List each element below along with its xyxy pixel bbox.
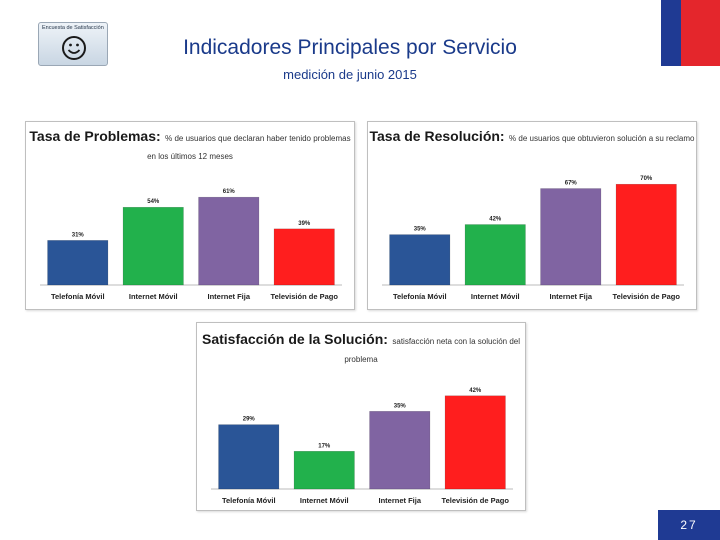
bar-4 [273,228,335,286]
page-subtitle: medición de junio 2015 [283,67,417,82]
smiley-icon [62,36,86,60]
chart-title: Tasa de Resolución: [369,128,505,144]
bar-1 [47,240,109,286]
category-label-3: Internet Fija [207,292,250,301]
data-label-2: 42% [489,217,502,223]
chart-tasa-problemas: Tasa de Problemas: % de usuarios que dec… [25,121,355,310]
flag-blue-stripe [661,0,681,66]
data-label-2: 17% [318,443,331,449]
bar-3 [198,196,260,286]
bar-2 [293,451,355,490]
category-label-3: Internet Fija [378,496,421,505]
category-label-1: Telefonía Móvil [222,496,276,505]
data-label-3: 61% [223,189,236,195]
chart-satisfaccion-solucion: Satisfacción de la Solución: satisfacció… [196,322,526,511]
data-label-1: 35% [414,227,427,233]
data-label-3: 67% [565,181,578,187]
flag-red-stripe [681,0,720,66]
chart-plot: 35% Telefonía Móvil 42% Internet Móvil 67% In… [382,176,684,301]
data-label-4: 70% [640,176,653,182]
bar-2 [464,224,526,286]
bar-3 [540,188,602,286]
chart-plot: 31% Telefonía Móvil 54% Internet Móvil 61% In… [40,189,342,301]
data-label-1: 29% [243,417,256,423]
bar-1 [389,234,451,286]
category-label-2: Internet Móvil [129,292,178,301]
page-number: 27 [658,510,720,540]
chart-description: % de usuarios que declaran haber tenido … [147,134,351,162]
page-title: Indicadores Principales por Servicio [183,36,517,59]
survey-logo: Encuesta de Satisfacción [38,22,108,66]
category-label-1: Telefonía Móvil [51,292,105,301]
data-label-4: 42% [469,388,482,394]
chart-plot: 29% Telefonía Móvil 17% Internet Móvil 35% In… [211,388,513,505]
data-label-3: 35% [394,403,407,409]
chart-description: satisfacción neta con la solución del pr… [344,337,521,365]
bar-3 [369,411,431,490]
data-label-2: 54% [147,199,160,205]
bar-2 [122,206,184,286]
category-label-4: Televisión de Pago [613,292,681,301]
logo-text: Encuesta de Satisfacción [42,25,104,31]
category-label-2: Internet Móvil [471,292,520,301]
category-label-1: Telefonía Móvil [393,292,447,301]
category-label-4: Televisión de Pago [442,496,510,505]
chart-tasa-resolucion: Tasa de Resolución: % de usuarios que ob… [367,121,697,310]
bar-1 [218,424,280,490]
data-label-4: 39% [298,221,311,227]
chart-title: Satisfacción de la Solución: [201,331,388,347]
bar-4 [615,183,677,286]
chart-description: % de usuarios que obtuvieron solución a … [509,134,695,143]
category-label-4: Televisión de Pago [271,292,339,301]
bar-4 [444,395,506,490]
category-label-2: Internet Móvil [300,496,349,505]
chart-title: Tasa de Problemas: [29,128,161,144]
category-label-3: Internet Fija [549,292,592,301]
data-label-1: 31% [72,232,85,238]
